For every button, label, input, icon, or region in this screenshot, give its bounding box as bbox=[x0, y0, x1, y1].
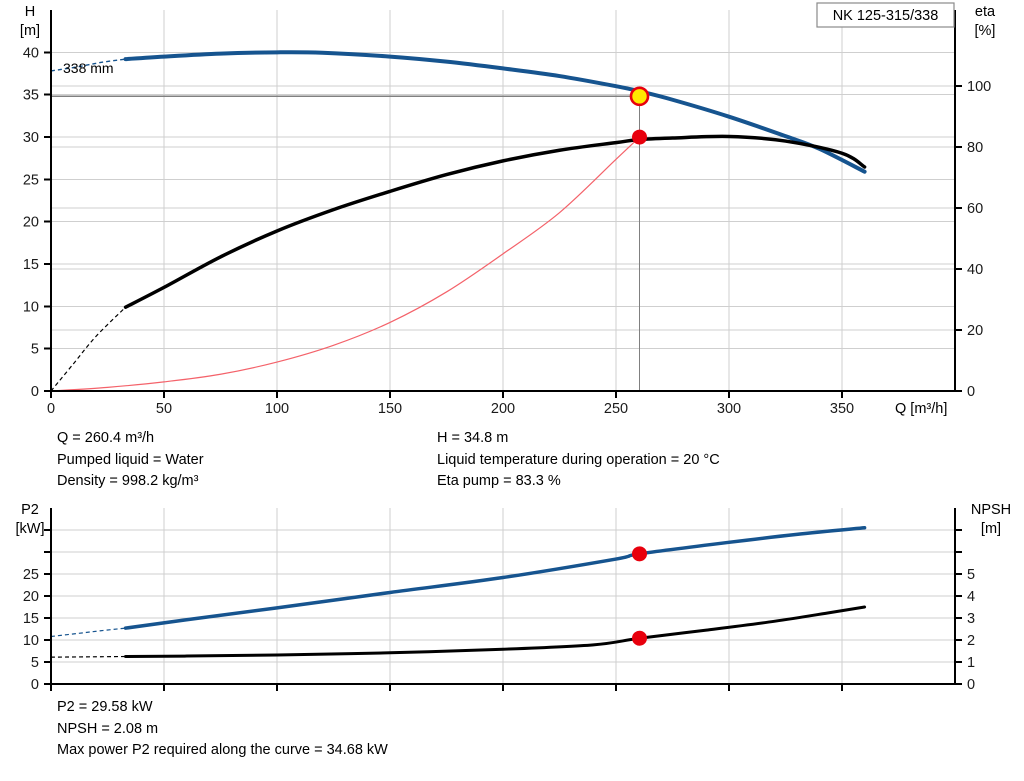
svg-text:5: 5 bbox=[967, 567, 975, 583]
svg-text:5: 5 bbox=[31, 342, 39, 358]
gridlines bbox=[51, 10, 955, 391]
x-axis-title: Q [m³/h] bbox=[895, 401, 947, 417]
info-top-right-2: Eta pump = 83.3 % bbox=[437, 473, 561, 489]
svg-text:20: 20 bbox=[23, 215, 39, 231]
svg-text:15: 15 bbox=[23, 611, 39, 627]
svg-text:30: 30 bbox=[23, 130, 39, 146]
svg-text:0: 0 bbox=[967, 677, 975, 693]
impeller-diameter-label: 338 mm bbox=[63, 60, 114, 76]
info-bottom-left-2: Max power P2 required along the curve = … bbox=[57, 742, 388, 758]
y-axis-right-ticks: 0 20 40 60 80 100 bbox=[955, 79, 991, 400]
duty-point-markers[interactable] bbox=[632, 546, 648, 646]
svg-text:3: 3 bbox=[967, 611, 975, 627]
info-bottom-left-0: P2 = 29.58 kW bbox=[57, 699, 153, 715]
duty-guide-lines bbox=[51, 95, 641, 391]
svg-text:1: 1 bbox=[967, 655, 975, 671]
y-axis-right-title-line-0: NPSH bbox=[971, 502, 1011, 518]
x-axis-ticks: 0 50 100 150 200 250 300 350 bbox=[47, 391, 854, 417]
info-top-row: Pumped liquid = Water Liquid temperature … bbox=[0, 450, 1024, 472]
svg-text:20: 20 bbox=[967, 323, 983, 339]
series-line-4 bbox=[50, 136, 641, 392]
svg-text:100: 100 bbox=[967, 79, 991, 95]
info-top-row: Density = 998.2 kg/m³ Eta pump = 83.3 % bbox=[0, 471, 1024, 493]
svg-text:250: 250 bbox=[604, 401, 628, 417]
y-axis-left-ticks: 0 5 10 15 20 25 30 35 40 bbox=[23, 45, 51, 400]
series-line-3 bbox=[50, 306, 127, 392]
duty-point-npsh[interactable] bbox=[632, 630, 648, 646]
y-axis-right-title-line-0: eta bbox=[975, 4, 996, 20]
series-line-0 bbox=[123, 50, 867, 174]
info-bottom-row: P2 = 29.58 kW bbox=[0, 697, 1024, 719]
svg-text:0: 0 bbox=[31, 384, 39, 400]
svg-text:0: 0 bbox=[967, 384, 975, 400]
svg-text:300: 300 bbox=[717, 401, 741, 417]
info-top-left-2: Density = 998.2 kg/m³ bbox=[57, 473, 199, 489]
y-axis-left-title-line-1: [kW] bbox=[16, 521, 45, 537]
y-axis-right-ticks: 0 1 2 3 4 5 bbox=[955, 529, 975, 693]
svg-text:4: 4 bbox=[967, 589, 975, 605]
series-line-2 bbox=[124, 605, 867, 658]
svg-text:15: 15 bbox=[23, 257, 39, 273]
series-line-1 bbox=[50, 627, 126, 638]
duty-point-eta[interactable] bbox=[632, 129, 648, 145]
series-group bbox=[50, 50, 867, 392]
model-label-box: NK 125-315/338 bbox=[816, 2, 955, 28]
duty-point-power[interactable] bbox=[632, 546, 648, 562]
svg-text:0: 0 bbox=[47, 401, 55, 417]
svg-text:2: 2 bbox=[967, 633, 975, 649]
svg-text:5: 5 bbox=[31, 655, 39, 671]
series-line-2 bbox=[123, 134, 867, 309]
y-axis-right-title-line-1: [m] bbox=[981, 521, 1001, 537]
axis-titles: P2 [kW] NPSH [m] bbox=[16, 502, 1012, 537]
info-top-left-0: Q = 260.4 m³/h bbox=[57, 430, 155, 446]
y-axis-right-title-line-1: [%] bbox=[975, 23, 996, 39]
svg-text:150: 150 bbox=[378, 401, 402, 417]
model-label-rect bbox=[816, 2, 955, 28]
svg-text:60: 60 bbox=[967, 201, 983, 217]
svg-text:35: 35 bbox=[23, 88, 39, 104]
svg-text:25: 25 bbox=[23, 172, 39, 188]
duty-point-head[interactable] bbox=[629, 86, 650, 107]
power-npsh-chart-svg: 0 5 10 15 20 25 0 1 2 3 4 5 P2 [kW] NPSH [m] bbox=[16, 502, 1012, 693]
info-bottom-row: Max power P2 required along the curve = … bbox=[0, 740, 1024, 762]
svg-text:80: 80 bbox=[967, 140, 983, 156]
series-line-0 bbox=[123, 526, 867, 630]
info-top-right-0: H = 34.8 m bbox=[437, 430, 509, 446]
y-axis-left-title-line-1: [m] bbox=[20, 23, 40, 39]
duty-point-markers[interactable] bbox=[629, 86, 650, 145]
head-efficiency-chart[interactable]: 0 5 10 15 20 25 30 35 40 0 20 40 60 80 100 0 50 100 150 200… bbox=[0, 0, 1024, 420]
svg-text:20: 20 bbox=[23, 589, 39, 605]
axis-titles: H [m] eta [%] Q [m³/h] bbox=[20, 4, 996, 417]
svg-text:40: 40 bbox=[967, 262, 983, 278]
series-group bbox=[50, 526, 867, 658]
power-npsh-chart[interactable]: 0 5 10 15 20 25 0 1 2 3 4 5 P2 [kW] NPSH [m] bbox=[0, 500, 1024, 695]
series-line-3 bbox=[50, 655, 126, 658]
svg-text:40: 40 bbox=[23, 45, 39, 61]
svg-text:10: 10 bbox=[23, 633, 39, 649]
svg-text:25: 25 bbox=[23, 567, 39, 583]
svg-text:200: 200 bbox=[491, 401, 515, 417]
info-bottom-left-1: NPSH = 2.08 m bbox=[57, 720, 159, 737]
info-bottom-row: NPSH = 2.08 m bbox=[0, 719, 1024, 741]
info-top-left-1: Pumped liquid = Water bbox=[57, 451, 204, 468]
y-axis-left-title-line-0: H bbox=[25, 4, 35, 20]
duty-point-info-bottom: P2 = 29.58 kW NPSH = 2.08 m Max power P2 r… bbox=[0, 697, 1024, 767]
svg-text:50: 50 bbox=[156, 401, 172, 417]
svg-text:350: 350 bbox=[830, 401, 854, 417]
svg-text:10: 10 bbox=[23, 299, 39, 315]
series-line-1 bbox=[50, 58, 126, 72]
info-top-right-1: Liquid temperature during operation = 20… bbox=[437, 451, 720, 468]
info-top-row: Q = 260.4 m³/h H = 34.8 m bbox=[0, 428, 1024, 450]
x-axis-ticks bbox=[50, 684, 843, 691]
y-axis-left-title-line-0: P2 bbox=[21, 502, 39, 518]
y-axis-left-ticks: 0 5 10 15 20 25 bbox=[23, 529, 51, 693]
head-efficiency-chart-svg: 0 5 10 15 20 25 30 35 40 0 20 40 60 80 100 0 50 100 150 200… bbox=[20, 2, 996, 417]
model-label-text: NK 125-315/338 bbox=[833, 8, 939, 24]
svg-text:100: 100 bbox=[265, 401, 289, 417]
svg-text:0: 0 bbox=[31, 677, 39, 693]
duty-point-info-top: Q = 260.4 m³/h H = 34.8 m Pumped liquid = … bbox=[0, 428, 1024, 496]
